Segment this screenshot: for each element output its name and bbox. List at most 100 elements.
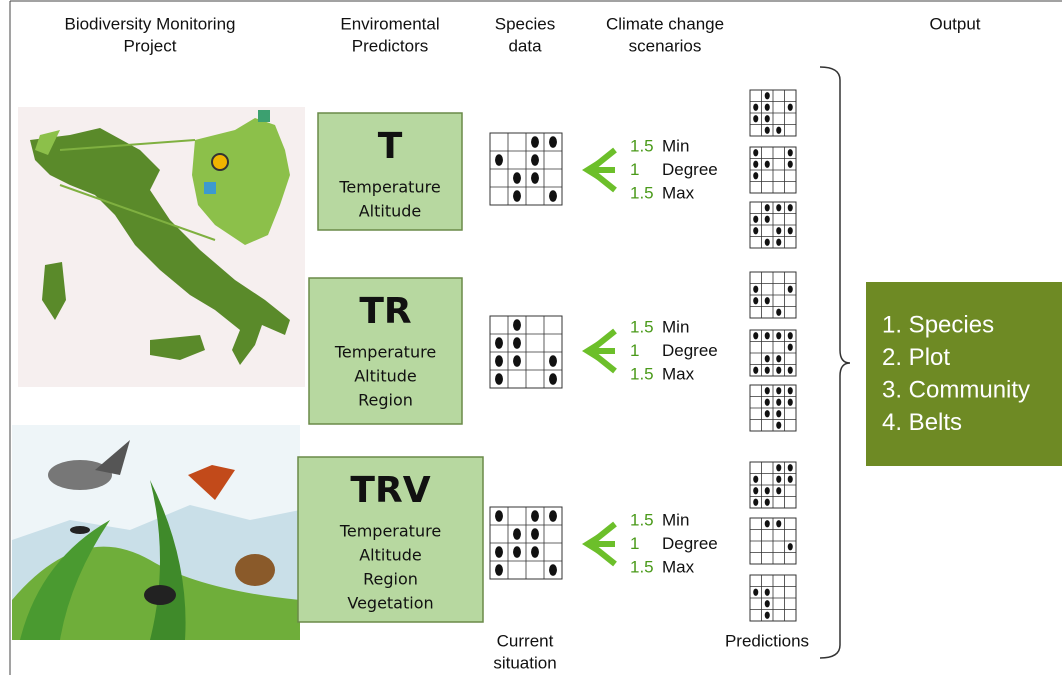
caption-current: situation — [493, 653, 556, 672]
species-icon — [753, 160, 759, 168]
species-icon — [549, 190, 557, 202]
species-icon — [776, 475, 782, 483]
model-predictor: Region — [358, 391, 413, 410]
species-grid — [749, 517, 797, 565]
species-icon — [776, 238, 782, 246]
species-grid — [749, 146, 797, 194]
output-item: 2. Plot — [882, 344, 950, 371]
column-header: Biodiversity Monitoring — [64, 14, 235, 33]
species-icon — [776, 410, 782, 418]
species-grid — [489, 315, 563, 389]
model-predictor: Vegetation — [347, 594, 433, 613]
species-icon — [549, 355, 557, 367]
species-icon — [764, 204, 770, 212]
species-grid — [749, 329, 797, 377]
species-icon — [776, 421, 782, 429]
species-icon — [764, 588, 770, 596]
species-icon — [531, 528, 539, 540]
species-icon — [764, 238, 770, 246]
species-icon — [776, 204, 782, 212]
species-icon — [764, 387, 770, 395]
species-icon — [764, 103, 770, 111]
species-icon — [787, 387, 793, 395]
species-icon — [764, 332, 770, 340]
caption-predictions: Predictions — [725, 631, 809, 650]
species-icon — [787, 285, 793, 293]
species-icon — [753, 487, 759, 495]
scenario-amount: 1 — [630, 160, 639, 179]
species-icon — [764, 92, 770, 100]
species-icon — [513, 319, 521, 331]
model-title: TRV — [350, 470, 430, 511]
species-icon — [495, 355, 503, 367]
species-icon — [495, 373, 503, 385]
species-grid — [749, 201, 797, 249]
species-icon — [753, 172, 759, 180]
species-icon — [531, 154, 539, 166]
species-icon — [764, 487, 770, 495]
arrow-head — [582, 341, 598, 361]
species-icon — [764, 366, 770, 374]
output-item: 3. Community — [882, 376, 1030, 403]
column-header: scenarios — [629, 36, 702, 55]
species-icon — [753, 227, 759, 235]
species-grid — [489, 132, 563, 206]
output-box — [866, 282, 1062, 466]
species-icon — [513, 528, 521, 540]
model-predictor: Temperature — [338, 178, 440, 197]
model-box — [308, 277, 463, 425]
species-icon — [776, 355, 782, 363]
scenario-label: Max — [662, 364, 695, 383]
species-grid — [749, 574, 797, 622]
column-header: Predictors — [352, 36, 429, 55]
scenario-amount: 1 — [630, 534, 639, 553]
species-icon — [753, 149, 759, 157]
column-header: Output — [929, 14, 980, 33]
output-item: 1. Species — [882, 311, 994, 338]
species-icon — [764, 115, 770, 123]
species-icon — [764, 160, 770, 168]
species-icon — [753, 366, 759, 374]
species-icon — [787, 366, 793, 374]
species-icon — [495, 337, 503, 349]
species-icon — [787, 204, 793, 212]
species-grid — [749, 384, 797, 432]
species-icon — [764, 600, 770, 608]
scenario-arrows — [582, 147, 617, 193]
species-icon — [776, 227, 782, 235]
species-icon — [764, 410, 770, 418]
species-icon — [787, 149, 793, 157]
scenario-label: Min — [662, 510, 689, 529]
scenario-amount: 1.5 — [630, 364, 654, 383]
bracket — [819, 66, 851, 659]
scenario-label: Min — [662, 136, 689, 155]
species-icon — [513, 190, 521, 202]
scenario-amount: 1.5 — [630, 510, 654, 529]
column-header: Climate change — [606, 14, 724, 33]
column-header: Project — [124, 36, 177, 55]
scenario-label: Degree — [662, 534, 718, 553]
column-header: Species — [495, 14, 555, 33]
species-icon — [787, 543, 793, 551]
species-icon — [753, 297, 759, 305]
species-icon — [549, 564, 557, 576]
model-predictor: Temperature — [334, 343, 436, 362]
output-item: 4. Belts — [882, 409, 962, 436]
species-grid — [489, 506, 563, 580]
species-icon — [776, 308, 782, 316]
model-box — [317, 112, 463, 231]
species-icon — [787, 464, 793, 472]
species-icon — [776, 464, 782, 472]
species-icon — [764, 611, 770, 619]
scenario-label: Max — [662, 557, 695, 576]
species-icon — [764, 520, 770, 528]
species-icon — [753, 103, 759, 111]
model-predictor: Altitude — [359, 202, 422, 221]
species-icon — [776, 332, 782, 340]
species-icon — [513, 355, 521, 367]
species-icon — [787, 160, 793, 168]
species-icon — [787, 475, 793, 483]
species-icon — [531, 546, 539, 558]
species-icon — [513, 172, 521, 184]
species-icon — [549, 510, 557, 522]
